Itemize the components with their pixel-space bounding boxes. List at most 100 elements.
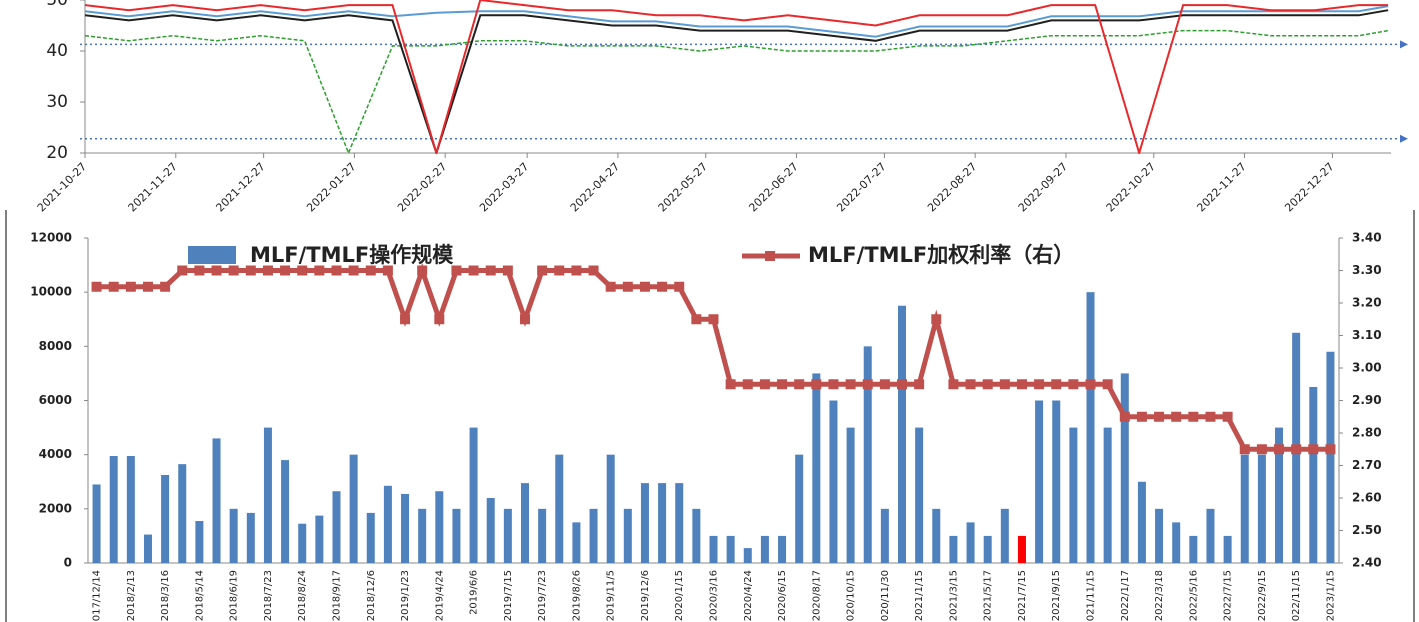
line-marker [280, 265, 291, 276]
line-marker [451, 265, 462, 276]
line-marker [879, 379, 890, 390]
line-marker [400, 314, 411, 325]
x-tick-label: 2017/12/14 [92, 570, 103, 622]
bar [795, 454, 804, 563]
bar [332, 491, 341, 563]
bar [195, 521, 204, 563]
bar [1189, 535, 1198, 563]
line-marker [365, 265, 376, 276]
x-tick-label: 2019/11/5 [606, 570, 617, 621]
bar [503, 508, 512, 563]
bar [452, 508, 461, 563]
bar [675, 483, 684, 563]
line-marker [571, 265, 582, 276]
series-line [85, 0, 1389, 154]
bar [812, 373, 821, 563]
bar [572, 522, 581, 563]
line-marker [1154, 411, 1165, 422]
legend-swatch [765, 251, 775, 261]
line-marker [948, 379, 959, 390]
y-tick-label: 6000 [39, 393, 72, 407]
line-marker [742, 379, 753, 390]
line-marker [999, 379, 1010, 390]
x-tick-label: 2019/4/24 [434, 570, 445, 621]
bar [486, 498, 495, 563]
bar [1000, 508, 1009, 563]
line-marker [639, 281, 650, 292]
bar [1172, 522, 1181, 563]
x-tick-label: 2019/6/6 [469, 570, 480, 615]
line-marker [1051, 379, 1062, 390]
bar [983, 535, 992, 563]
y2-tick-label: 2.40 [1352, 556, 1382, 570]
line-marker [605, 281, 616, 292]
bar [709, 535, 718, 563]
x-tick-label: 2019/1/23 [400, 570, 411, 621]
x-tick-label: 2020/1/15 [674, 570, 685, 621]
y2-tick-label: 3.10 [1352, 328, 1382, 342]
line-marker [177, 265, 188, 276]
x-tick-label: 2021/1/15 [914, 570, 925, 621]
bar [589, 508, 598, 563]
bar [932, 508, 941, 563]
x-tick-label: 2018/9/17 [331, 570, 342, 621]
bar [1017, 535, 1026, 563]
bar [606, 454, 615, 563]
bar [898, 305, 907, 563]
bar [229, 508, 238, 563]
line-marker [965, 379, 976, 390]
x-tick-label: 2019/7/15 [503, 570, 514, 621]
y2-tick-label: 2.60 [1352, 491, 1382, 505]
line-marker [1119, 411, 1130, 422]
line-marker [914, 379, 925, 390]
x-tick-label: 2021/3/15 [948, 570, 959, 621]
bar [623, 508, 632, 563]
line-marker [725, 379, 736, 390]
bar [92, 484, 101, 563]
bar [949, 535, 958, 563]
bar [829, 400, 838, 563]
bar [418, 508, 427, 563]
x-tick-label: 2021/11/15 [1086, 570, 1097, 622]
x-tick-label: 2021/9/15 [1051, 570, 1062, 621]
x-tick-label: 2018/3/16 [160, 570, 171, 621]
bar [469, 427, 478, 563]
line-marker [708, 314, 719, 325]
line-marker [1068, 379, 1079, 390]
bar [692, 508, 701, 563]
bar [383, 485, 392, 563]
line-marker [1239, 444, 1250, 455]
y-tick-label: 0 [64, 556, 72, 570]
bar [863, 346, 872, 563]
bar [1257, 454, 1266, 563]
x-tick-label: 2018/12/6 [366, 570, 377, 621]
line-marker [588, 265, 599, 276]
line-marker [228, 265, 239, 276]
bar [366, 512, 375, 563]
line-marker [331, 265, 342, 276]
line-marker [828, 379, 839, 390]
line-marker [759, 379, 770, 390]
line-marker [1325, 444, 1336, 455]
bar [143, 534, 152, 563]
bar [880, 508, 889, 563]
x-tick-label: 2022/9/15 [1257, 570, 1268, 621]
line-marker [91, 281, 102, 292]
x-tick-label: 2018/2/13 [126, 570, 137, 621]
line-marker [982, 379, 993, 390]
reference-arrow [1400, 40, 1408, 49]
line-marker [794, 379, 805, 390]
line-marker [348, 265, 359, 276]
line-marker [1171, 411, 1182, 422]
x-tick-label: 2019/8/26 [571, 570, 582, 621]
line-marker [485, 265, 496, 276]
bar [126, 456, 135, 563]
x-tick-label: 2019/7/23 [537, 570, 548, 621]
line-marker [211, 265, 222, 276]
x-tick-label: 2020/4/24 [743, 570, 754, 621]
reference-arrow [1400, 134, 1408, 143]
bar [538, 508, 547, 563]
line-marker [1188, 411, 1199, 422]
legend-label: MLF/TMLF加权利率（右） [808, 243, 1074, 267]
